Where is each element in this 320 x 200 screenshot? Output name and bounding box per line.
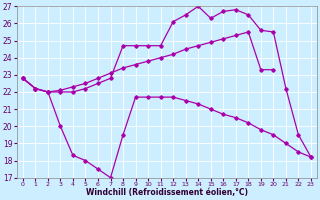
X-axis label: Windchill (Refroidissement éolien,°C): Windchill (Refroidissement éolien,°C) xyxy=(86,188,248,197)
